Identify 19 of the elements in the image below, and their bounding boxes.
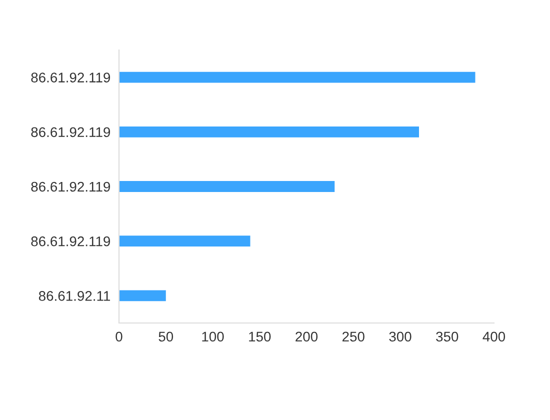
x-tick-label: 300	[389, 332, 412, 342]
x-tick-label: 50	[158, 332, 174, 342]
x-tick-label: 350	[436, 332, 458, 342]
x-tick-label: 100	[202, 332, 224, 342]
y-tick-label: 86.61.92.119	[31, 182, 110, 192]
bar	[119, 290, 166, 302]
x-tick-label: 200	[296, 332, 318, 342]
bar	[119, 72, 476, 83]
bar	[119, 126, 419, 138]
bar	[119, 181, 335, 192]
y-tick-label: 86.61.92.119	[31, 127, 110, 138]
x-tick-label: 400	[482, 332, 506, 342]
y-tick-label: 86.61.92.119	[31, 236, 110, 246]
y-tick-label: 86.61.92.119	[31, 72, 110, 82]
x-tick-label: 0	[116, 332, 122, 342]
y-tick-label: 86.61.92.11	[38, 291, 110, 301]
x-tick-label: 250	[342, 332, 364, 342]
bar	[119, 236, 250, 247]
x-tick-label: 150	[249, 332, 271, 342]
